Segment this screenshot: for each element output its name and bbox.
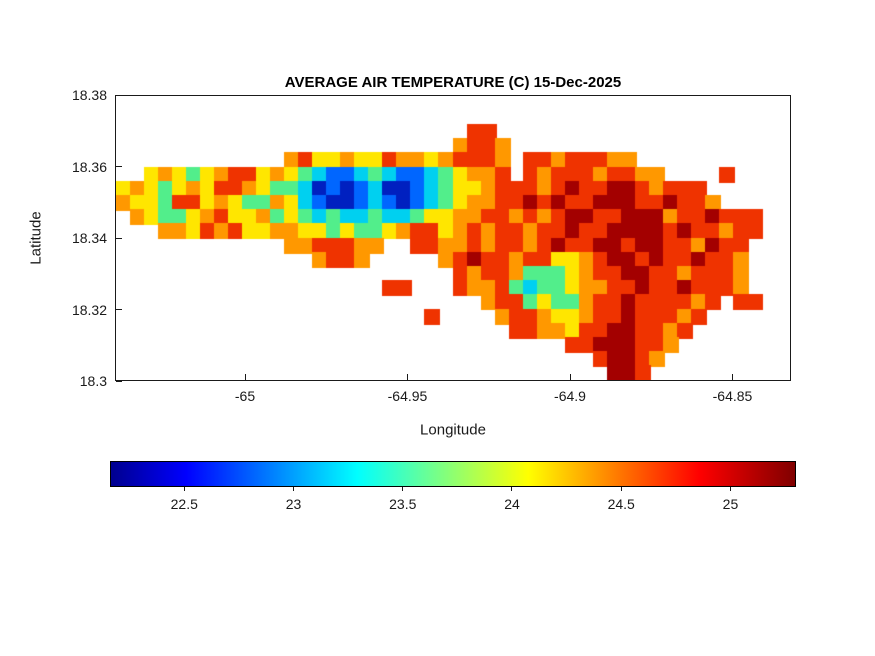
colorbar-tick xyxy=(511,487,513,491)
colorbar-tick-label: 23 xyxy=(285,496,302,512)
colorbar-tick xyxy=(729,487,731,491)
heatmap-canvas xyxy=(116,96,790,380)
chart-title: AVERAGE AIR TEMPERATURE (C) 15-Dec-2025 xyxy=(284,74,622,91)
y-tick-label: 18.32 xyxy=(71,301,107,318)
x-tick xyxy=(407,374,408,380)
colorbar-tick xyxy=(402,487,404,491)
plot-area xyxy=(115,95,791,381)
x-tick-label: -64.95 xyxy=(387,388,428,404)
colorbar xyxy=(110,461,796,487)
colorbar-tick xyxy=(620,487,622,491)
colorbar-tick xyxy=(293,487,295,491)
x-tick xyxy=(569,374,571,380)
colorbar-tick-label: 25 xyxy=(722,496,739,512)
colorbar-tick-label: 24 xyxy=(504,496,520,512)
y-tick xyxy=(116,94,122,96)
x-axis-label: Longitude xyxy=(420,421,486,439)
x-tick-label: -64.85 xyxy=(712,388,753,404)
y-tick xyxy=(116,309,122,310)
y-tick-label: 18.38 xyxy=(71,87,107,103)
y-tick xyxy=(116,237,122,239)
colorbar-tick xyxy=(183,487,185,491)
colorbar-tick-label: 22.5 xyxy=(170,496,198,512)
x-tick-label: -64.9 xyxy=(554,388,586,404)
y-tick-label: 18.34 xyxy=(71,230,107,246)
x-tick xyxy=(244,374,246,380)
y-tick xyxy=(116,380,122,382)
y-tick-label: 18.3 xyxy=(79,373,107,389)
colorbar-tick-label: 24.5 xyxy=(607,496,635,512)
colorbar-tick-label: 23.5 xyxy=(389,496,417,512)
y-axis-label: Latitude xyxy=(27,211,45,265)
y-tick-label: 18.36 xyxy=(71,158,107,175)
y-tick xyxy=(116,166,122,167)
x-tick xyxy=(732,374,733,380)
x-tick-label: -65 xyxy=(234,388,256,404)
